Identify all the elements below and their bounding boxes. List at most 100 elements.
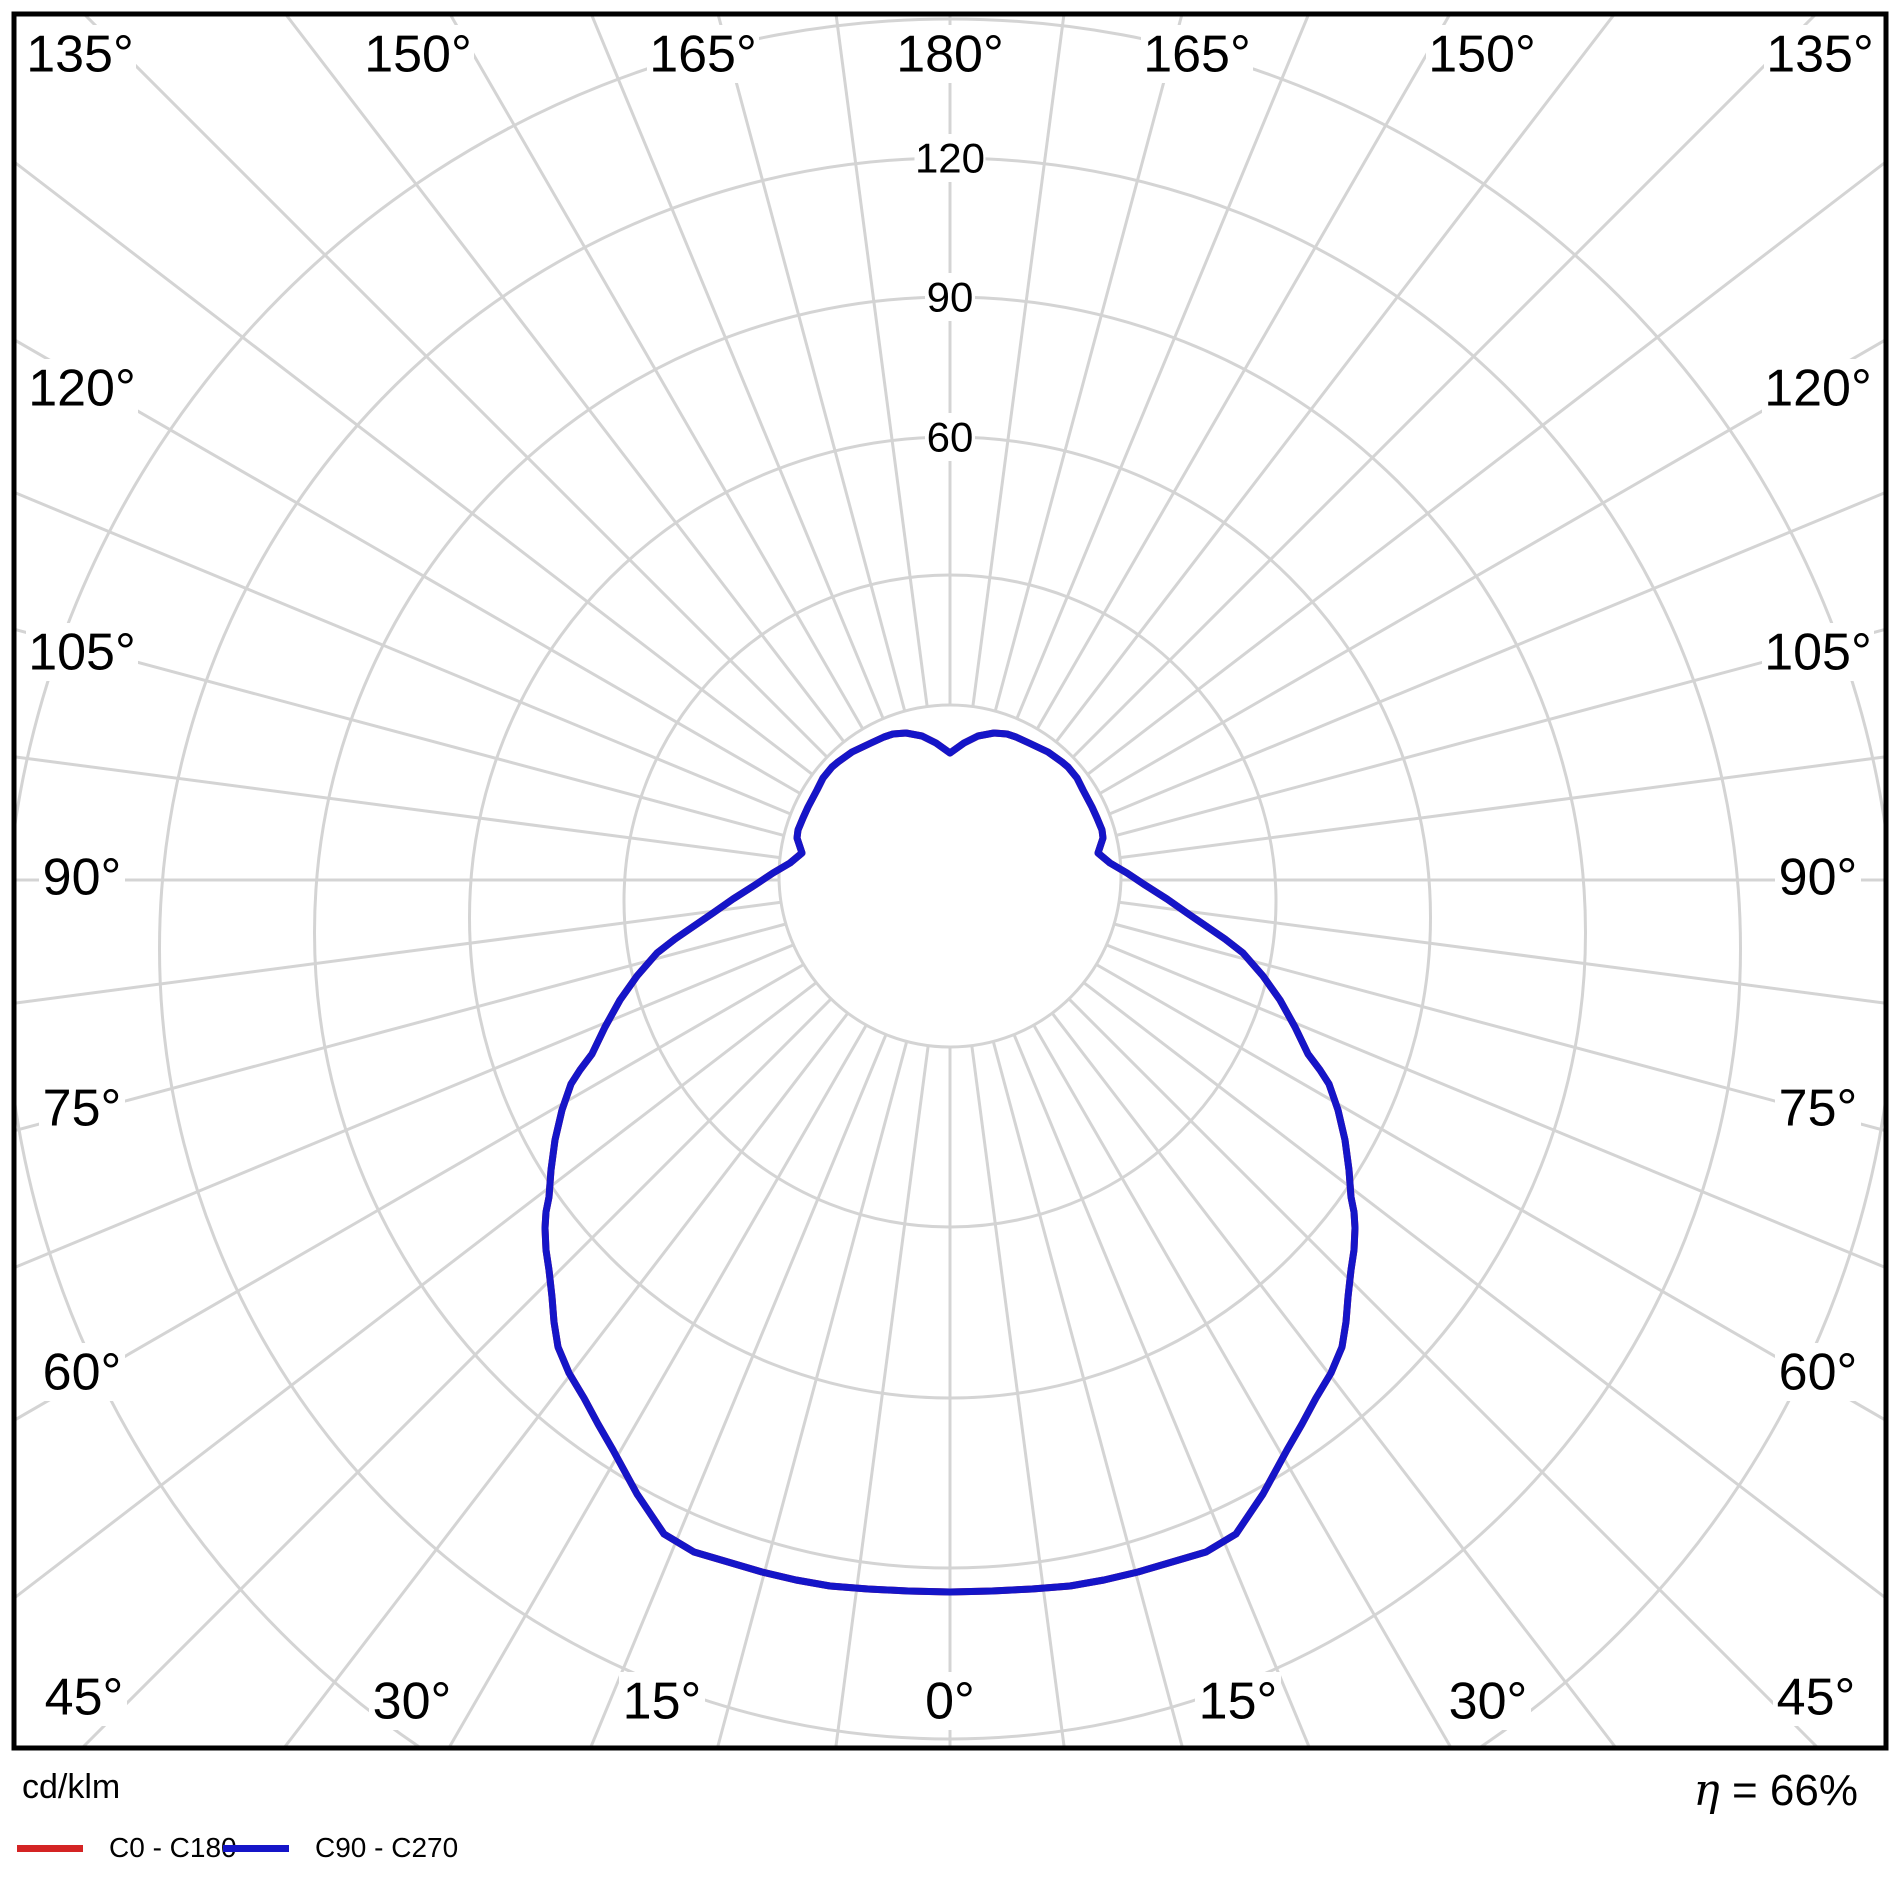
- grid-spoke-142.5-left: [284, 14, 845, 742]
- grid-spoke-7.5-left: [834, 1046, 930, 1748]
- grid-spoke-165-left: [716, 14, 906, 711]
- angle-label-150deg: 150°: [364, 26, 472, 84]
- angle-label-15deg-bg: [619, 1672, 705, 1730]
- efficiency-label: η = 66%: [1693, 1765, 1858, 1816]
- grid-spoke-75-left: [14, 922, 786, 1133]
- grid-spoke-67.5-left: [14, 943, 794, 1270]
- grid-spoke-150-left: [448, 14, 864, 729]
- grid-inner-ring: [777, 703, 1123, 1049]
- grid-spoke-172.5-left: [834, 14, 929, 706]
- legend-label-c90-c270: C90 - C270: [315, 1832, 459, 1863]
- angle-label-180deg-bg: [894, 25, 1006, 83]
- grid-spoke-112.5-right: [1109, 490, 1886, 815]
- grid-spoke-30-right: [1032, 1025, 1453, 1748]
- grid-spoke-157.5-left: [589, 14, 885, 719]
- angle-label-150deg: 150°: [1428, 26, 1536, 84]
- angle-label-75deg: 75°: [1779, 1080, 1858, 1138]
- grid-spoke-165-right: [994, 14, 1184, 711]
- grid-spoke-172.5-right: [971, 14, 1066, 706]
- grid-spoke-30-left: [447, 1025, 868, 1748]
- grid-spoke-135-left: [82, 14, 828, 758]
- angle-label-120deg: 120°: [1764, 360, 1872, 418]
- grid-spoke-75-right: [1114, 922, 1886, 1133]
- angle-label-60deg: 60°: [43, 1344, 122, 1402]
- grid-spoke-127.5-right: [1087, 160, 1886, 776]
- angle-label-165deg: 165°: [1143, 26, 1251, 84]
- radial-tick-label-120: 120: [915, 134, 985, 181]
- eta-symbol: η: [1693, 1765, 1720, 1816]
- grid-spoke-142.5-right: [1055, 14, 1616, 742]
- grid-spoke-120-right: [1099, 338, 1886, 795]
- radial-tick-label-90-bg: [925, 273, 975, 321]
- grid-spoke-157.5-right: [1015, 14, 1311, 719]
- grid-spoke-7.5-right: [970, 1046, 1066, 1748]
- angle-label-150deg-bg: [362, 25, 474, 83]
- grid-spoke-97.5-right: [1120, 755, 1886, 859]
- angle-label-135deg: 135°: [26, 26, 134, 84]
- angle-label-105deg: 105°: [28, 624, 136, 682]
- grid-spoke-45-right: [1068, 998, 1820, 1748]
- grid-spoke-45-left: [80, 998, 832, 1748]
- angle-label-0deg: 0°: [925, 1673, 975, 1731]
- axis-labels: 135° 150° 165° 180° 165° 150° 135° 120° 105° 90° 7…: [24, 25, 1876, 1731]
- angle-label-30deg: 30°: [373, 1673, 452, 1731]
- angle-label-60deg-bg: [1775, 1343, 1861, 1401]
- angle-label-0deg-bg: [920, 1672, 980, 1730]
- eta-value: = 66%: [1719, 1766, 1858, 1815]
- grid-spoke-60-left: [14, 963, 804, 1422]
- angle-label-135deg-bg: [1764, 25, 1876, 83]
- unit-label: cd/klm: [22, 1768, 121, 1806]
- grid-spoke-127.5-left: [14, 160, 813, 776]
- angle-label-30deg-bg: [1445, 1672, 1531, 1730]
- grid-spoke-22.5-left: [589, 1034, 887, 1748]
- grid-spoke-105-left: [14, 627, 784, 837]
- polar-grid: [14, 14, 1886, 1748]
- plot-border: [11, 11, 1889, 1751]
- c90-c270-line-swatch: [223, 1844, 289, 1852]
- angle-label-75deg-bg: [1775, 1079, 1861, 1137]
- radial-tick-label-60-bg: [925, 413, 975, 461]
- grid-spoke-82.5-left: [14, 900, 781, 1005]
- grid-spoke-135-right: [1072, 14, 1818, 758]
- grid-spoke-60-right: [1096, 963, 1886, 1422]
- angle-label-15deg-bg: [1195, 1672, 1281, 1730]
- c90-c270-curve: [541, 729, 1359, 1596]
- angle-label-60deg: 60°: [1779, 1344, 1858, 1402]
- grid-spoke-150-right: [1036, 14, 1452, 729]
- angle-label-180deg: 180°: [896, 26, 1004, 84]
- angle-label-135deg-bg: [24, 25, 136, 83]
- angle-label-120deg-bg: [26, 359, 138, 417]
- angle-label-135deg: 135°: [1766, 26, 1874, 84]
- grid-spoke-15-left: [715, 1042, 908, 1748]
- angle-label-90deg-bg: [1775, 848, 1861, 906]
- grid-spoke-15-right: [992, 1042, 1185, 1748]
- angle-label-105deg-bg: [1762, 623, 1874, 681]
- grid-spoke-97.5-left: [14, 755, 780, 859]
- angle-label-90deg-bg: [39, 848, 125, 906]
- angle-label-45deg: 45°: [1777, 1669, 1856, 1727]
- radial-tick-label-90: 90: [927, 273, 974, 320]
- grid-spoke-52.5-left: [14, 982, 817, 1600]
- grid-spoke-22.5-right: [1013, 1034, 1311, 1748]
- grid-spoke-120-left: [14, 338, 801, 795]
- angle-label-75deg: 75°: [43, 1080, 122, 1138]
- angle-label-165deg: 165°: [649, 26, 757, 84]
- angle-label-120deg: 120°: [28, 360, 136, 418]
- grid-spoke-52.5-right: [1083, 982, 1886, 1600]
- legend-item-c90-c270: C90 - C270: [223, 1832, 458, 1864]
- angle-label-30deg-bg: [369, 1672, 455, 1730]
- angle-label-105deg: 105°: [1764, 624, 1872, 682]
- angle-label-165deg-bg: [647, 25, 759, 83]
- angle-label-45deg: 45°: [45, 1669, 124, 1727]
- grid-spoke-67.5-right: [1106, 943, 1886, 1270]
- legend-label-c0-c180: C0 - C180: [109, 1832, 237, 1863]
- angle-label-105deg-bg: [26, 623, 138, 681]
- legend-item-c0-c180: C0 - C180: [17, 1832, 237, 1864]
- angle-label-165deg-bg: [1141, 25, 1253, 83]
- angle-label-90deg: 90°: [43, 849, 122, 907]
- grid-spoke-82.5-right: [1119, 900, 1886, 1005]
- grid-spoke-105-right: [1116, 627, 1886, 837]
- angle-label-45deg-bg: [1773, 1668, 1859, 1726]
